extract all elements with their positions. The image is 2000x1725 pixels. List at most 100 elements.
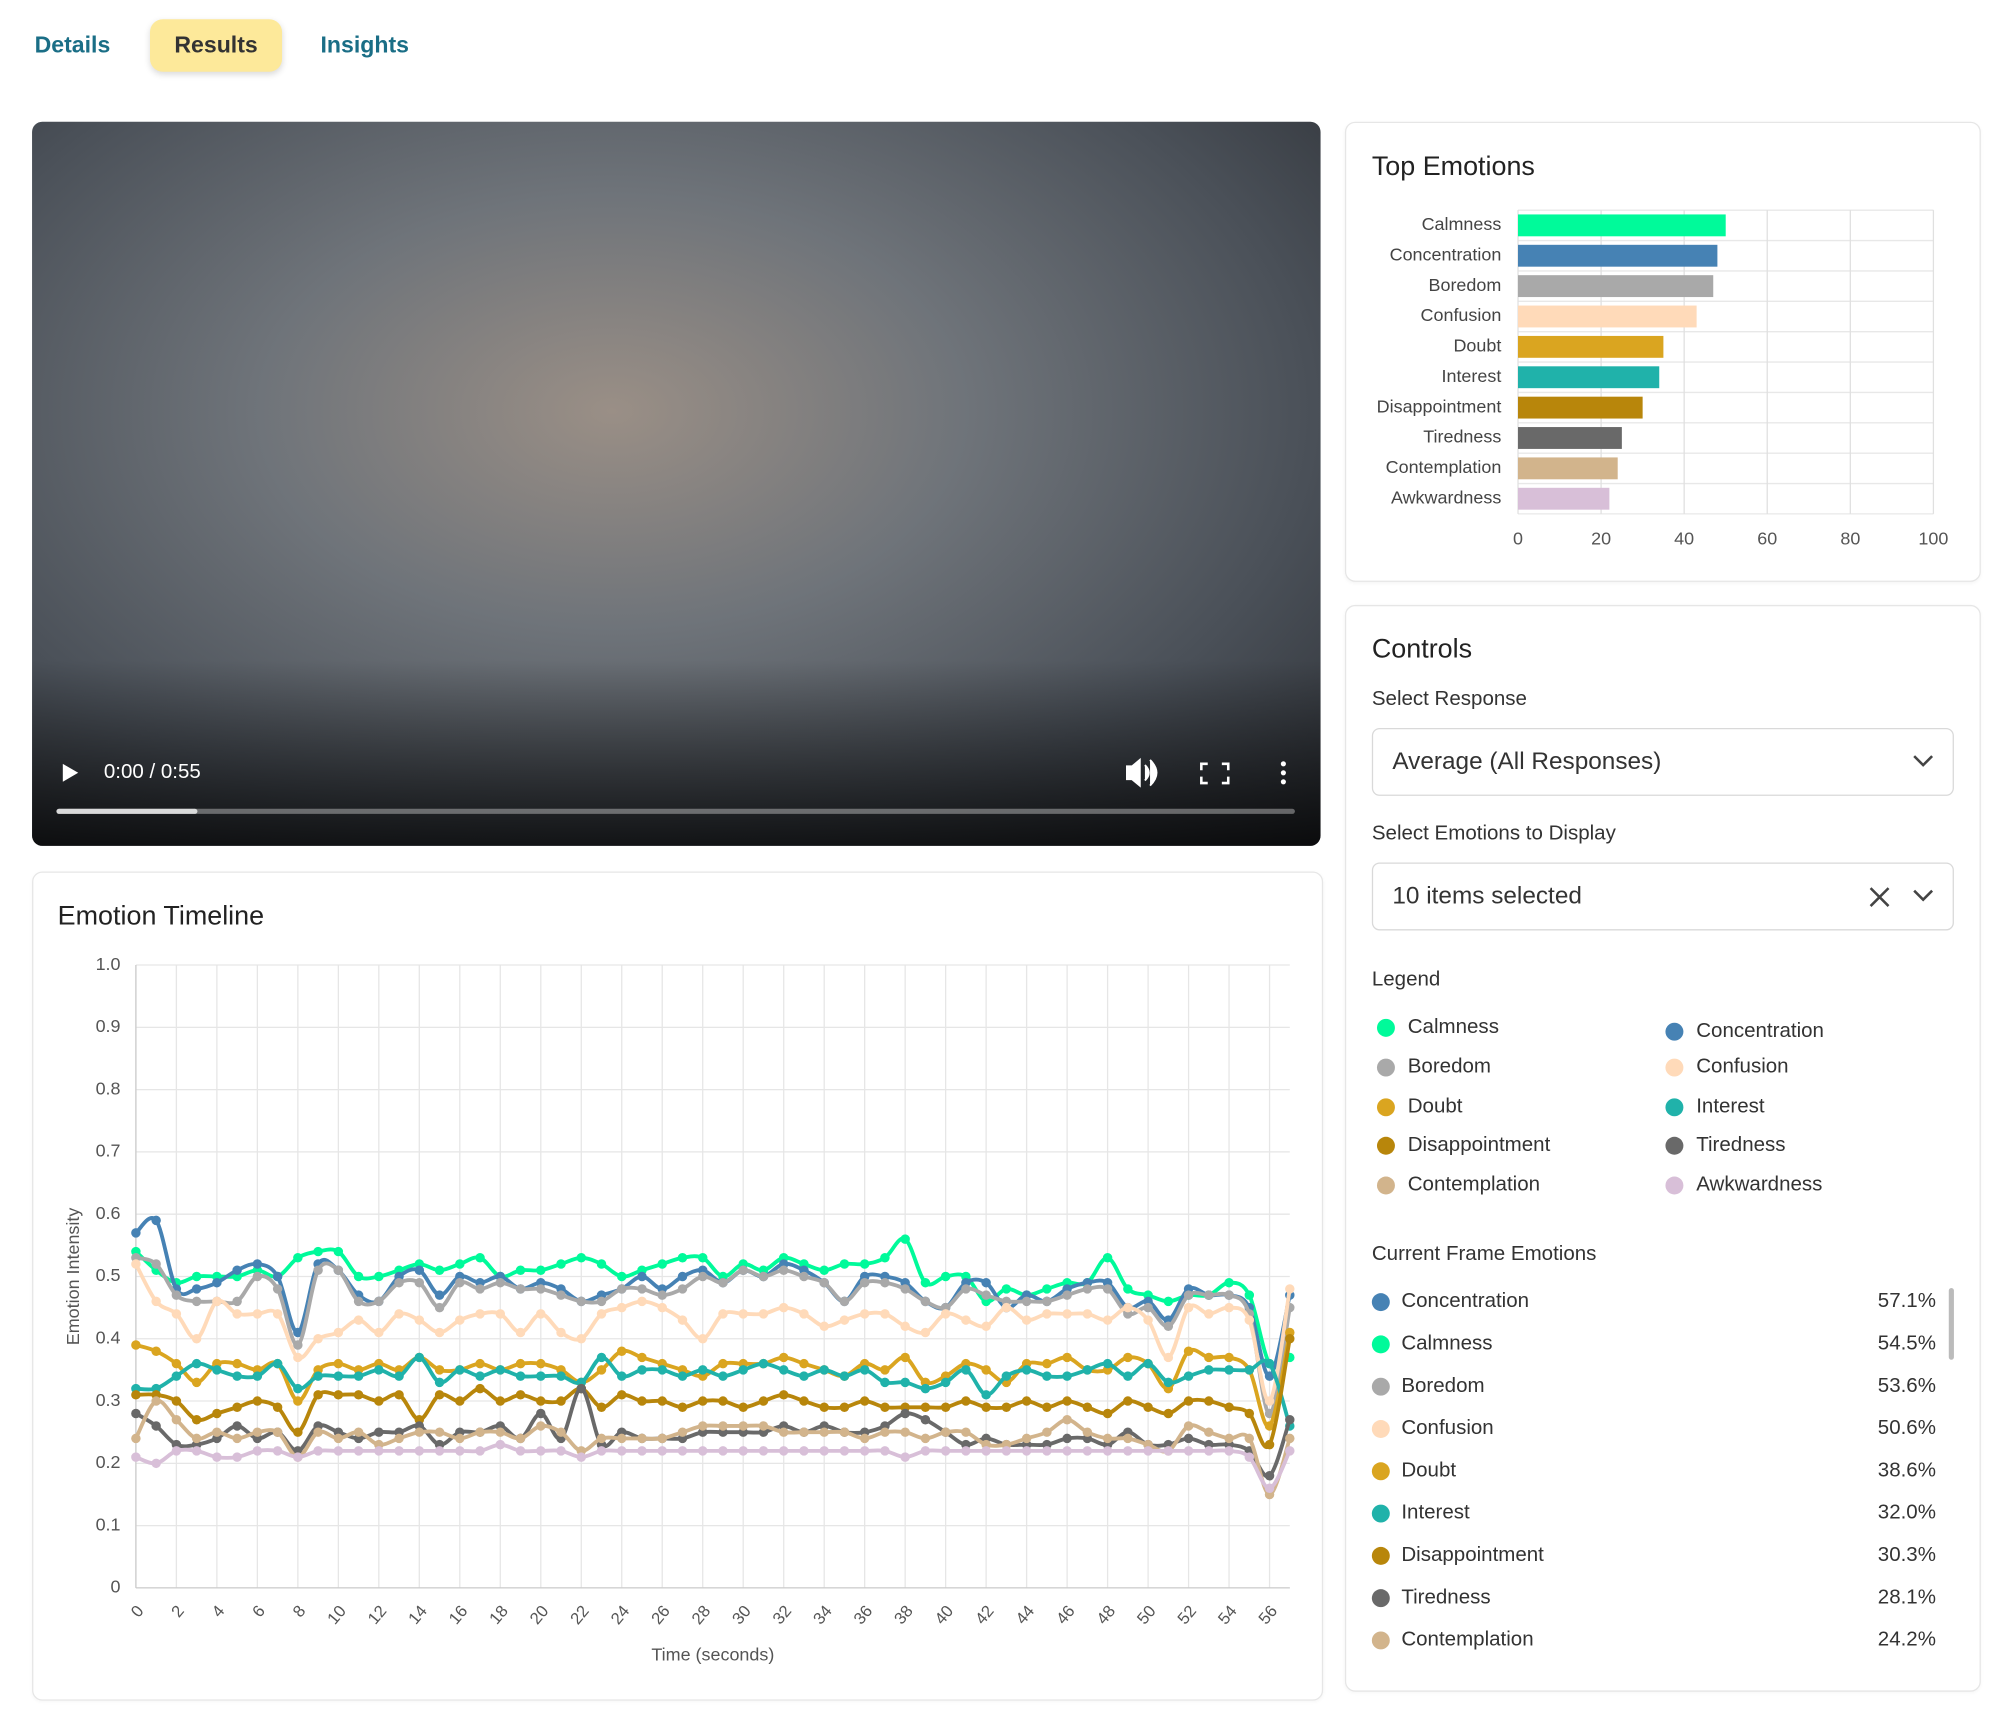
data-point [1244, 1315, 1255, 1325]
data-point [617, 1446, 627, 1456]
data-point [596, 1296, 607, 1307]
emotion-row: Calmness 54.5% [1371, 1332, 1936, 1358]
fullscreen-button[interactable] [1200, 762, 1230, 785]
y-tick-label: 0.6 [96, 1203, 121, 1223]
data-point [880, 1427, 890, 1437]
data-point [1183, 1290, 1194, 1300]
data-point [495, 1365, 506, 1375]
scrollbar[interactable] [1948, 1288, 1954, 1360]
data-point [1224, 1433, 1234, 1444]
data-point [475, 1446, 485, 1456]
y-tick-label: Contemplation [1386, 457, 1502, 477]
data-point [151, 1458, 161, 1469]
tab[interactable]: Details [34, 32, 111, 58]
data-point [313, 1265, 323, 1275]
data-point [1183, 1421, 1194, 1431]
data-point [738, 1265, 748, 1275]
data-point [232, 1309, 242, 1319]
data-point [637, 1296, 647, 1307]
data-point [293, 1452, 303, 1462]
data-point [171, 1309, 182, 1319]
data-point [272, 1284, 283, 1294]
data-point [637, 1284, 647, 1294]
data-point [697, 1253, 708, 1263]
data-point [394, 1433, 404, 1444]
y-tick-label: Tiredness [1423, 427, 1501, 447]
data-point [758, 1446, 769, 1456]
data-point [657, 1302, 667, 1313]
data-point [1285, 1284, 1295, 1294]
data-point [819, 1277, 829, 1288]
video-player[interactable]: 0:00 / 0:55 [32, 121, 1321, 846]
legend-swatch [1376, 1097, 1395, 1116]
chart-title: Top Emotions [1372, 151, 1535, 181]
data-point [232, 1433, 242, 1444]
legend-swatch [1665, 1058, 1684, 1077]
response-select[interactable]: Average (All Responses) [1371, 727, 1954, 796]
data-point [839, 1296, 850, 1307]
data-point [374, 1327, 384, 1338]
legend-swatch [1376, 1176, 1395, 1195]
x-tick-label: 24 [607, 1602, 633, 1628]
data-point [374, 1446, 384, 1456]
x-tick-label: 38 [890, 1602, 916, 1628]
data-point [495, 1309, 506, 1319]
data-point [515, 1358, 526, 1369]
data-point [313, 1427, 323, 1437]
data-point [1143, 1302, 1153, 1313]
data-point [900, 1284, 910, 1294]
data-point [293, 1396, 303, 1406]
data-point [151, 1396, 161, 1406]
data-point [839, 1259, 850, 1269]
data-point [536, 1446, 546, 1456]
data-point [272, 1271, 283, 1282]
data-point [1204, 1365, 1214, 1375]
data-point [475, 1371, 485, 1381]
data-point [718, 1396, 728, 1406]
play-button[interactable] [62, 763, 79, 782]
tab[interactable]: Insights [320, 32, 410, 58]
data-point [394, 1446, 404, 1456]
data-point [799, 1446, 809, 1456]
emotion-name: Boredom [1401, 1375, 1485, 1397]
data-point [272, 1402, 283, 1413]
y-tick-label: 0.5 [96, 1265, 121, 1285]
data-point [778, 1352, 789, 1363]
data-point [515, 1371, 526, 1381]
x-tick-label: 18 [485, 1602, 511, 1628]
x-tick-label: 8 [289, 1602, 310, 1621]
progress-track[interactable] [56, 808, 1295, 814]
data-point [475, 1253, 485, 1263]
data-point [333, 1446, 344, 1456]
clear-icon[interactable] [1868, 886, 1891, 909]
top-emotions-chart: Top Emotions 0 20 40 60 80 100 Calmness Concent… [1372, 151, 1949, 548]
data-point [374, 1365, 384, 1375]
data-point [859, 1309, 870, 1319]
y-tick-label: Boredom [1429, 275, 1502, 295]
data-point [617, 1390, 627, 1400]
emotions-select[interactable]: 10 items selected [1371, 862, 1954, 931]
data-point [920, 1327, 931, 1338]
data-point [191, 1358, 202, 1369]
data-point [1224, 1290, 1234, 1300]
data-point [495, 1427, 506, 1437]
legend-label: Contemplation [1407, 1174, 1541, 1196]
tab[interactable]: Results [150, 19, 283, 72]
data-point [637, 1433, 647, 1444]
data-point [1062, 1396, 1072, 1406]
data-point [536, 1371, 546, 1381]
data-point [536, 1421, 546, 1431]
data-point [1102, 1446, 1113, 1456]
data-point [1102, 1433, 1113, 1444]
data-point [940, 1271, 951, 1282]
data-point [880, 1277, 890, 1288]
data-point [778, 1365, 789, 1375]
controls-card: Controls Select Response Average (All Re… [1344, 604, 1981, 1692]
data-point [475, 1427, 485, 1437]
more-button[interactable] [1280, 761, 1286, 785]
legend-item: Concentration [1665, 1019, 1947, 1045]
volume-button[interactable] [1126, 757, 1158, 788]
data-point [232, 1296, 242, 1307]
y-tick-label: Concentration [1390, 244, 1502, 264]
data-point [738, 1402, 748, 1413]
